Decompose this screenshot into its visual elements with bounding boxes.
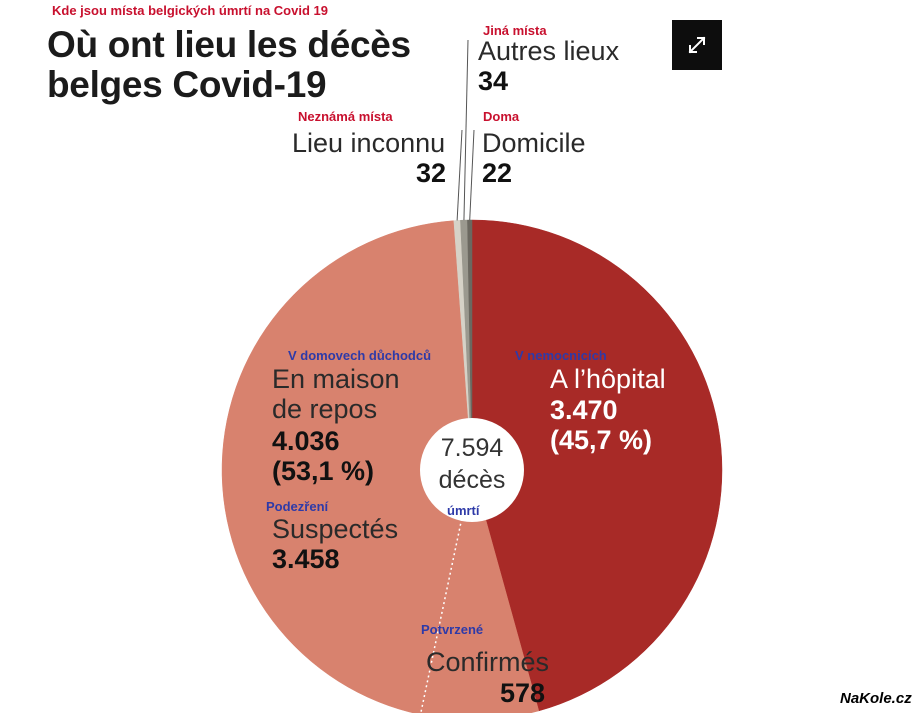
group-percent: (53,1 %) [272,456,375,486]
center-disc [420,418,524,522]
slice-percent-hospital: (45,7 %) [550,425,653,455]
group-label-line-1: En maison [272,364,400,394]
slice-label-other: Autres lieux [478,36,620,66]
pie-slice-0 [471,219,723,712]
slice-label-confirmed: Confirmés [426,647,550,677]
chart-title-line-2: belges Covid-19 [47,64,327,105]
czech-heading: Kde jsou místa belgických úmrtí na Covid… [52,3,328,18]
czech-label-confirmed: Potvrzené [421,622,484,637]
center-total-value: 7.594 [440,434,504,462]
slice-value-hospital: 3.470 [550,395,618,425]
slice-label-hospital: A l’hôpital [550,364,666,394]
expand-arrows-icon [688,36,706,54]
leader-line-5 [469,129,475,221]
slice-value-confirmed: 578 [500,678,546,708]
slice-label-suspected: Suspectés [272,514,399,544]
czech-label-unknown: Neznámá místa [298,109,393,124]
czech-label-home: Doma [483,109,520,124]
expand-button[interactable] [672,20,722,70]
pie-slice-1 [420,469,540,713]
group-label-line-2: de repos [272,394,378,424]
leader-line-4 [463,39,469,221]
pie-slice-2 [221,220,473,713]
slice-value-other: 34 [478,66,509,96]
slice-value-suspected: 3.458 [272,544,340,574]
leader-line-3 [456,129,463,221]
czech-label-deaths: úmrtí [447,503,480,518]
czech-label-suspected: Podezření [266,499,329,514]
czech-label-hospital: V nemocnicích [515,348,607,363]
czech-label-other: Jiná místa [483,23,547,38]
group-value: 4.036 [272,426,340,456]
czech-label-nursing: V domovech důchodců [288,348,432,363]
chart-title-line-1: Où ont lieu les décès [47,24,411,65]
slice-label-unknown: Lieu inconnu [292,128,446,158]
slice-label-home: Domicile [482,128,586,158]
slice-value-home: 22 [482,158,513,188]
slice-value-unknown: 32 [416,158,447,188]
watermark: NaKole.cz [840,690,912,707]
center-total-label: décès [438,466,506,494]
